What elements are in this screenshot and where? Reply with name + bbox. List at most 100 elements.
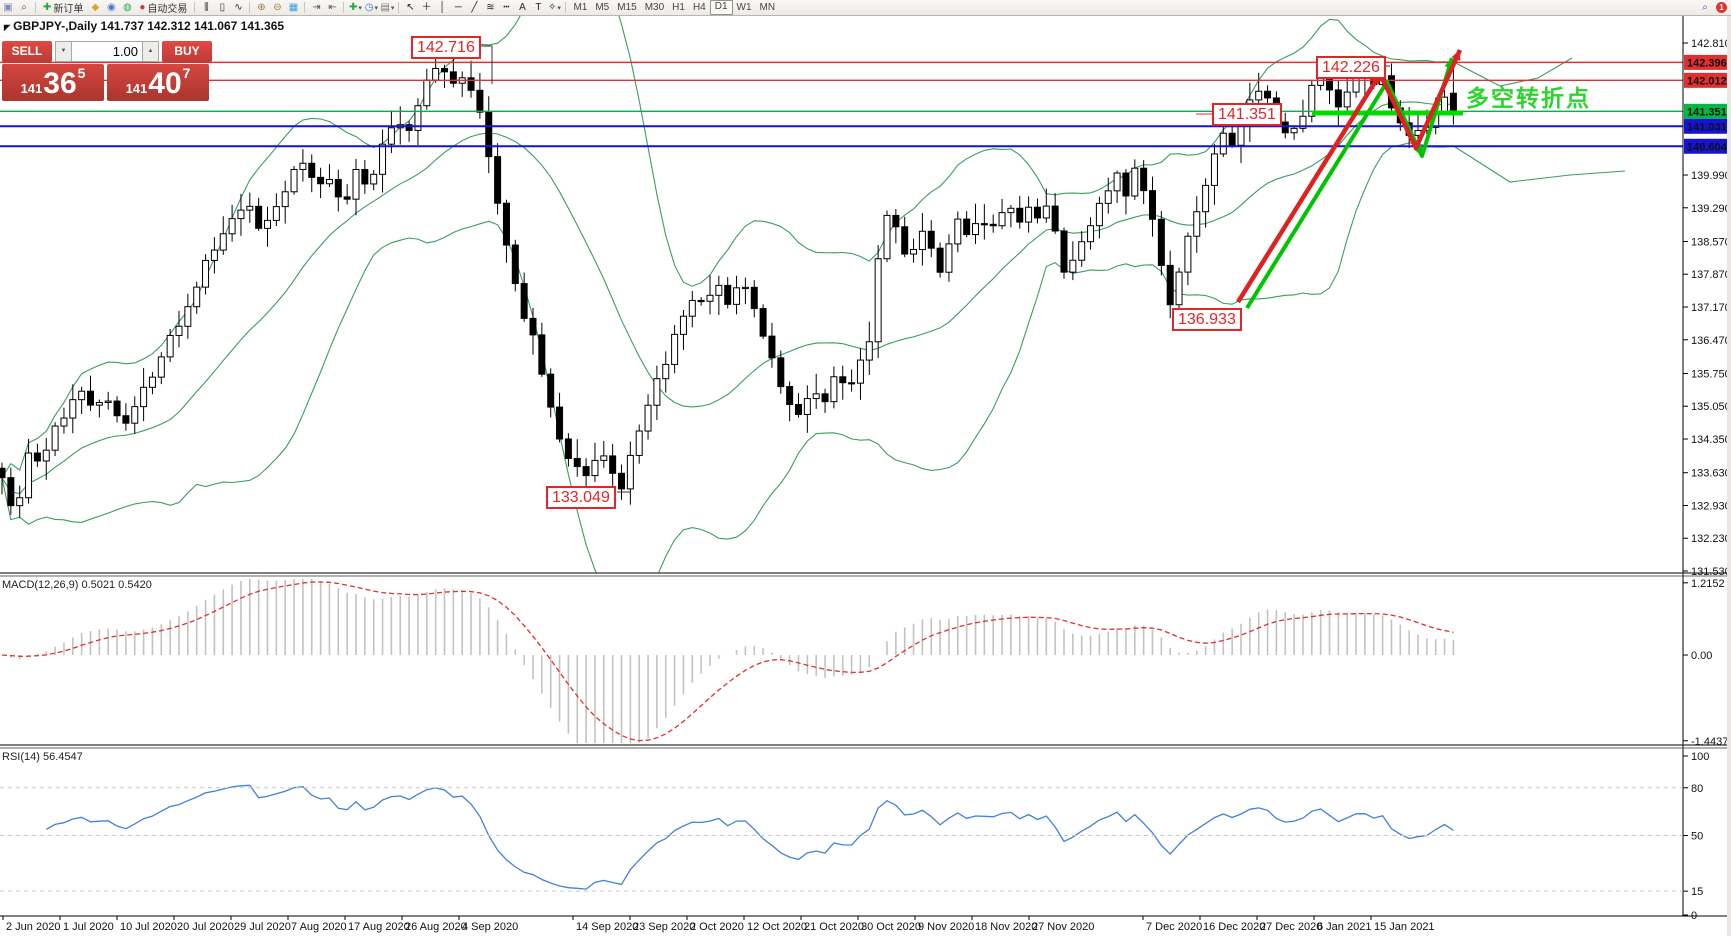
dropdown-caret-icon: ▾ — [374, 5, 379, 12]
bid-pipette: 5 — [77, 65, 86, 81]
svg-text:137.170: 137.170 — [1691, 302, 1731, 314]
svg-text:6 Jan 2021: 6 Jan 2021 — [1317, 921, 1371, 933]
timeframe-button-m15[interactable]: M15 — [617, 2, 637, 13]
svg-text:-1.4437: -1.4437 — [1691, 736, 1728, 748]
channel-icon[interactable]: ≋ — [486, 2, 495, 13]
toolbar-separator — [304, 2, 306, 13]
text-icon[interactable]: A — [519, 2, 526, 13]
toolbar-separator — [343, 2, 345, 13]
zoom-in-icon[interactable]: ⊕ — [257, 2, 266, 13]
svg-text:27 Nov 2020: 27 Nov 2020 — [1032, 921, 1094, 933]
charts-window-icon[interactable]: ▣ — [3, 2, 13, 13]
svg-text:132.230: 132.230 — [1691, 533, 1731, 545]
profile-icon[interactable]: ◉ — [107, 2, 116, 13]
svg-text:1.2152: 1.2152 — [1691, 578, 1725, 590]
styler-icon[interactable]: ◆ — [91, 2, 100, 13]
toolbar-separator — [398, 2, 400, 13]
cursor-icon[interactable]: ↖ — [406, 2, 415, 13]
text-label-icon[interactable]: T — [535, 2, 542, 13]
svg-text:142.396: 142.396 — [1687, 57, 1727, 69]
svg-text:16 Dec 2020: 16 Dec 2020 — [1203, 921, 1265, 933]
shapes-icon[interactable]: ✧▾ — [547, 2, 561, 13]
chart-corner-icon: ◤ — [4, 23, 11, 32]
templates-icon[interactable]: ▤▾ — [380, 2, 395, 13]
dropdown-caret-icon: ▾ — [390, 5, 395, 12]
svg-text:134.350: 134.350 — [1691, 434, 1731, 446]
toolbar-right-group: ⌕ 1 — [1697, 1, 1727, 14]
zoom-out-icon[interactable]: ⊖ — [273, 2, 282, 13]
bar-chart-icon[interactable]: ⫼ — [204, 2, 209, 13]
horizontal-line-icon[interactable]: ─ — [454, 2, 462, 13]
toolbar-separator — [565, 2, 567, 13]
dropdown-caret-icon: ▾ — [358, 5, 362, 12]
autotrade-label: 自动交易 — [147, 4, 188, 15]
svg-text:100: 100 — [1691, 751, 1709, 763]
main-toolbar: ▣ ⌕ ✚ 新订单 ◆ ◉ ◍ ● 自动交易 ⫼ ▯ ∿ ⊕ ⊖ ▦ ⇥ ⇤ ✚▾ ◷▾ ▤▾ ↖ ＋ │ ─ ╱ ≋… — [0, 0, 1731, 16]
svg-text:18 Nov 2020: 18 Nov 2020 — [975, 921, 1037, 933]
new-order-label: 新订单 — [53, 4, 84, 15]
volume-input[interactable]: 1.00 — [72, 41, 142, 62]
timeframe-toolbar: M1 M5 M15 M30 H1 H4 D1 W1 MN — [569, 0, 779, 15]
ask-pipette: 7 — [182, 65, 191, 81]
autotrade-power-icon: ● — [139, 2, 146, 13]
toolbar-group-windows: ▣ ⌕ — [0, 0, 39, 15]
crosshair-icon[interactable]: ＋ — [421, 2, 432, 13]
svg-text:135.750: 135.750 — [1691, 368, 1731, 380]
svg-text:140.604: 140.604 — [1687, 141, 1728, 153]
chart-shift-icon[interactable]: ⇤ — [328, 2, 337, 13]
timeframe-button-m1[interactable]: M1 — [573, 2, 588, 13]
fibonacci-icon[interactable]: ┅ — [503, 2, 510, 13]
toolbar-separator — [35, 2, 36, 13]
timeframe-button-w1[interactable]: W1 — [736, 2, 752, 13]
vertical-line-icon[interactable]: │ — [439, 2, 446, 13]
svg-text:14 Sep 2020: 14 Sep 2020 — [576, 921, 638, 933]
ask-price-display[interactable]: 141 40 7 — [107, 64, 209, 101]
svg-text:10 Jul 2020: 10 Jul 2020 — [120, 921, 177, 933]
timeframe-button-h4[interactable]: H4 — [692, 2, 706, 13]
svg-text:141.351: 141.351 — [1687, 106, 1727, 118]
candle-chart-icon[interactable]: ▯ — [219, 2, 226, 13]
buy-button[interactable]: BUY — [162, 41, 212, 62]
notification-icon[interactable]: 1 — [1716, 2, 1727, 13]
new-order-button[interactable]: ✚ 新订单 — [39, 1, 87, 15]
svg-text:142.012: 142.012 — [1687, 75, 1727, 87]
svg-text:2 Jun 2020: 2 Jun 2020 — [6, 921, 60, 933]
timeframe-button-m5[interactable]: M5 — [595, 2, 610, 13]
tile-windows-icon[interactable]: ▦ — [288, 2, 299, 13]
volume-spinner: ▼ 1.00 ▲ — [55, 41, 159, 62]
search-icon[interactable]: ⌕ — [1702, 2, 1708, 13]
svg-text:0.00: 0.00 — [1691, 650, 1712, 662]
toolbar-separator — [194, 2, 196, 13]
svg-text:20 Jul 2020: 20 Jul 2020 — [177, 921, 234, 933]
svg-text:26 Aug 2020: 26 Aug 2020 — [405, 921, 467, 933]
bid-price-display[interactable]: 141 36 5 — [2, 64, 104, 101]
line-chart-icon[interactable]: ∿ — [234, 2, 243, 13]
chart-symbol-header: ◤ GBPJPY-,Daily 141.737 142.312 141.067 1… — [4, 19, 284, 33]
signals-icon[interactable]: ◍ — [123, 2, 132, 13]
market-watch-icon[interactable]: ⌕ — [21, 2, 27, 13]
indicators-icon[interactable]: ✚▾ — [348, 2, 362, 13]
svg-text:133.630: 133.630 — [1691, 468, 1731, 480]
svg-text:15: 15 — [1691, 886, 1703, 898]
autotrade-button[interactable]: ● 自动交易 — [135, 1, 191, 15]
trendline-icon[interactable]: ╱ — [471, 2, 478, 13]
svg-text:131.530: 131.530 — [1691, 566, 1731, 578]
sell-button[interactable]: SELL — [2, 41, 52, 62]
svg-text:0: 0 — [1691, 910, 1697, 922]
timeframe-button-m30[interactable]: M30 — [644, 2, 665, 13]
toolbar-separator — [249, 2, 251, 13]
bid-big-figure: 141 — [20, 81, 43, 96]
volume-down-button[interactable]: ▼ — [55, 41, 72, 62]
timeframe-button-h1[interactable]: H1 — [672, 2, 685, 13]
svg-text:50: 50 — [1691, 831, 1703, 843]
symbol-ohlc-text: GBPJPY-,Daily 141.737 142.312 141.067 14… — [13, 19, 285, 33]
timeframe-button-d1[interactable]: D1 — [709, 0, 733, 15]
volume-up-button[interactable]: ▲ — [142, 41, 159, 62]
auto-scroll-icon[interactable]: ⇥ — [312, 2, 321, 13]
periods-icon[interactable]: ◷▾ — [364, 2, 379, 13]
timeframe-button-mn[interactable]: MN — [759, 2, 776, 13]
svg-text:137.870: 137.870 — [1691, 269, 1731, 281]
svg-text:141.031: 141.031 — [1687, 121, 1727, 133]
svg-text:80: 80 — [1691, 783, 1703, 795]
